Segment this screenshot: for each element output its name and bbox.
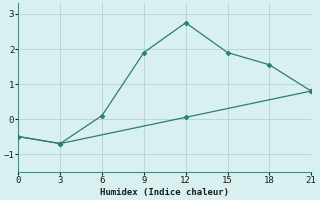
X-axis label: Humidex (Indice chaleur): Humidex (Indice chaleur) [100, 188, 229, 197]
